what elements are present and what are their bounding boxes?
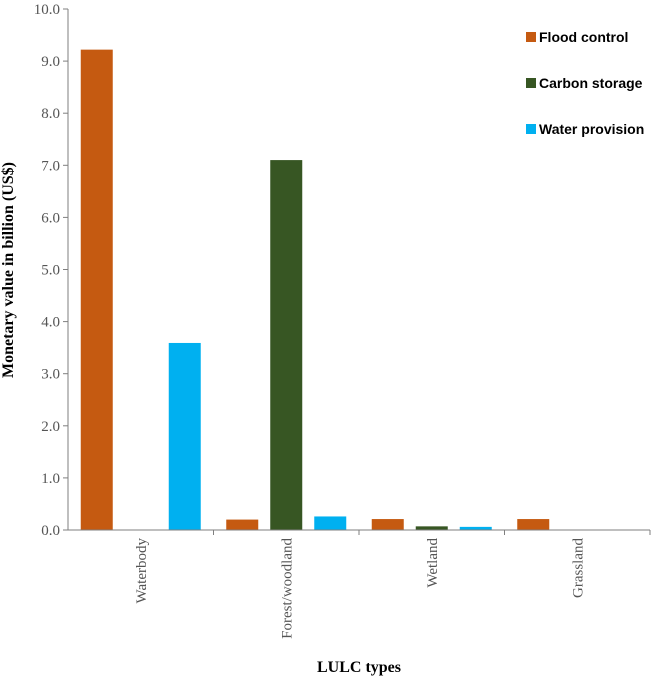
bar-carbon-storage <box>270 160 303 530</box>
bar-water-provision <box>314 516 347 530</box>
legend-swatch <box>526 78 536 88</box>
bar-flood-control <box>517 519 550 530</box>
y-tick-label: 3.0 <box>41 367 60 383</box>
y-tick-label: 5.0 <box>41 263 60 279</box>
bars-group <box>80 49 550 530</box>
x-tick-label: Grassland <box>570 538 586 598</box>
y-tick-label: 0.0 <box>41 523 60 539</box>
x-tick-label: Wetland <box>425 538 441 588</box>
y-tick-label: 7.0 <box>41 158 60 174</box>
y-tick-label: 4.0 <box>41 315 60 331</box>
legend: Flood control Carbon storage Water provisi… <box>526 29 644 137</box>
legend-swatch <box>526 32 536 42</box>
x-tick-label: Waterbody <box>134 538 150 604</box>
y-tick-label: 10.0 <box>34 2 60 18</box>
y-axis-title: Monetary value in billion (US$) <box>0 162 17 378</box>
legend-label: Flood control <box>539 29 628 45</box>
y-ticks-group: 0.0 1.0 2.0 3.0 4.0 5.0 6.0 7.0 8.0 9.0 10.0 <box>34 2 68 539</box>
bar-water-provision <box>168 342 201 530</box>
bar-flood-control <box>371 519 404 530</box>
bar-carbon-storage <box>415 526 448 530</box>
legend-label: Carbon storage <box>539 75 643 91</box>
bar-flood-control <box>226 519 259 530</box>
bar-flood-control <box>80 49 113 530</box>
legend-label: Water provision <box>539 121 644 137</box>
legend-swatch <box>526 124 536 134</box>
y-tick-label: 8.0 <box>41 106 60 122</box>
y-tick-label: 9.0 <box>41 54 60 70</box>
x-tick-label: Forest/woodland <box>279 538 295 639</box>
y-tick-label: 2.0 <box>41 419 60 435</box>
bar-water-provision <box>459 526 492 530</box>
y-tick-label: 1.0 <box>41 471 60 487</box>
x-axis-title: LULC types <box>317 659 401 676</box>
x-tick-labels-group: Waterbody Forest/woodland Wetland Grassland <box>134 530 651 639</box>
y-tick-label: 6.0 <box>41 210 60 226</box>
